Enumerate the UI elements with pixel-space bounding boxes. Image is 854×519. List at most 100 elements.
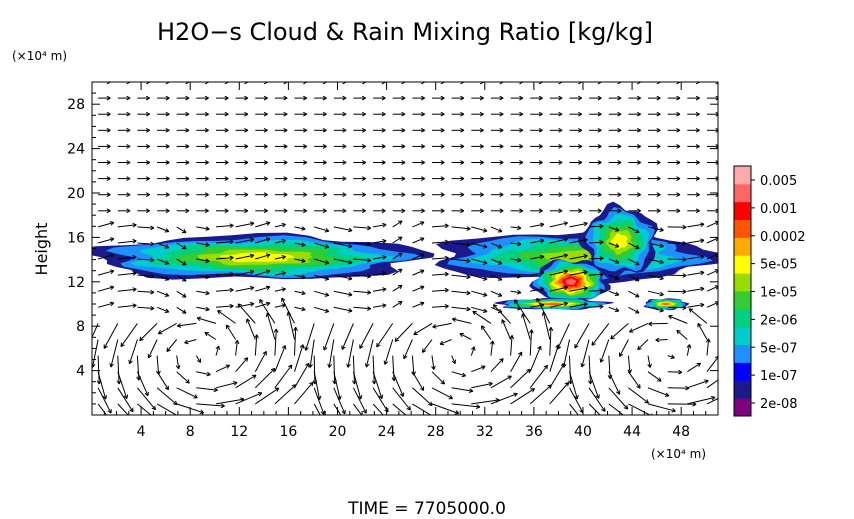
wind-arrow (412, 253, 425, 260)
wind-arrow-head (558, 192, 563, 196)
wind-arrow-head (283, 145, 288, 149)
wind-arrow-head (382, 271, 387, 274)
wind-arrow-head (413, 330, 417, 335)
wind-arrow (451, 242, 471, 246)
wind-arrow (608, 226, 620, 232)
wind-arrow-head (165, 145, 170, 149)
wind-arrow-head (109, 237, 114, 240)
wind-arrow (549, 238, 568, 244)
wind-arrow-head (499, 145, 504, 149)
wind-arrow-head (564, 270, 568, 275)
wind-arrow-head (266, 270, 271, 275)
wind-arrow (384, 339, 394, 365)
wind-arrow (529, 346, 542, 372)
wind-arrow-head (361, 127, 366, 131)
wind-arrow-head (205, 276, 210, 280)
wind-arrow (392, 301, 403, 308)
y-tick-label: 28 (67, 97, 85, 113)
wind-arrow-head (578, 144, 583, 147)
wind-arrow-head (636, 113, 641, 117)
wind-arrow (287, 311, 295, 340)
wind-arrow-head (597, 97, 602, 101)
wind-arrow-head (656, 210, 661, 214)
wind-arrow (372, 403, 384, 415)
wind-arrow-head (281, 287, 286, 290)
wind-arrow-head (361, 162, 366, 165)
wind-arrow-head (246, 318, 248, 323)
wind-arrow-head (459, 333, 463, 338)
wind-arrow-head (106, 113, 111, 117)
colorbar-swatch (734, 380, 751, 399)
x-tick-label: 8 (186, 424, 195, 440)
wind-arrow-head (442, 379, 445, 385)
wind-arrow (412, 403, 432, 415)
wind-arrow-head (224, 111, 229, 115)
wind-arrow (274, 272, 286, 276)
wind-arrow-head (348, 292, 353, 296)
wind-arrow-head (676, 95, 681, 99)
wind-arrow-head (597, 145, 602, 149)
wind-arrow-head (519, 176, 524, 180)
wind-arrow-head (568, 380, 572, 385)
wind-arrow-head (304, 346, 307, 351)
wind-arrow-head (460, 162, 465, 165)
wind-arrow-head (636, 385, 641, 389)
wind-arrow-head (528, 369, 531, 374)
wind-arrow (215, 398, 245, 405)
wind-arrow-head (165, 127, 170, 131)
wind-arrow (574, 323, 590, 349)
wind-arrow-head (564, 302, 568, 307)
wind-arrow-head (508, 375, 512, 380)
wind-arrow-head (599, 256, 604, 259)
wind-arrow-head (516, 292, 522, 295)
wind-arrow-head (324, 427, 327, 429)
wind-arrow-head (361, 176, 366, 180)
wind-arrow (359, 323, 374, 349)
wind-arrow-head (165, 210, 170, 214)
wind-arrow-head (695, 129, 700, 133)
wind-arrow (176, 355, 180, 369)
wind-arrow-head (158, 418, 160, 422)
wind-arrow (314, 226, 329, 232)
wind-arrow-head (382, 238, 387, 242)
wind-arrow-head (217, 310, 220, 315)
wind-arrow-head (145, 178, 150, 181)
wind-arrow-head (630, 418, 632, 422)
wind-arrow (376, 323, 394, 348)
wind-arrow-head (275, 328, 279, 333)
wind-arrow-head (366, 227, 372, 231)
wind-arrow (451, 403, 480, 408)
wind-arrow-head (600, 359, 605, 363)
wind-arrow-head (499, 97, 504, 101)
wind-arrow (353, 306, 371, 310)
wind-arrow-head (132, 240, 137, 244)
wind-arrow-head (440, 208, 445, 212)
colorbar-swatch (734, 183, 751, 203)
wind-arrow (137, 306, 155, 309)
wind-arrow (667, 355, 675, 359)
wind-arrow-head (656, 129, 661, 133)
wind-arrow-head (265, 221, 271, 223)
wind-arrow-head (381, 208, 386, 212)
wind-arrow-head (283, 176, 288, 180)
wind-arrow-head (466, 242, 471, 246)
wind-arrow-head (185, 194, 190, 198)
wind-arrow-head (538, 178, 543, 181)
wind-arrow-head (538, 194, 543, 198)
wind-arrow-head (145, 210, 150, 214)
wind-arrow-head (322, 95, 327, 99)
wind-arrow-head (175, 400, 178, 405)
wind-arrow-head (281, 297, 286, 301)
wind-arrow-head (420, 162, 425, 165)
wind-arrow-head (132, 224, 137, 228)
wind-arrow-head (563, 253, 568, 256)
wind-arrow-head (233, 382, 238, 386)
wind-arrow-head (583, 303, 588, 307)
wind-arrow-head (583, 221, 588, 224)
wind-arrow-head (342, 162, 347, 165)
wind-arrow-head (672, 408, 676, 412)
wind-arrow-head (583, 255, 588, 259)
wind-arrow-head (155, 370, 160, 375)
wind-arrow-head (656, 162, 661, 165)
wind-arrow-head (342, 127, 347, 131)
